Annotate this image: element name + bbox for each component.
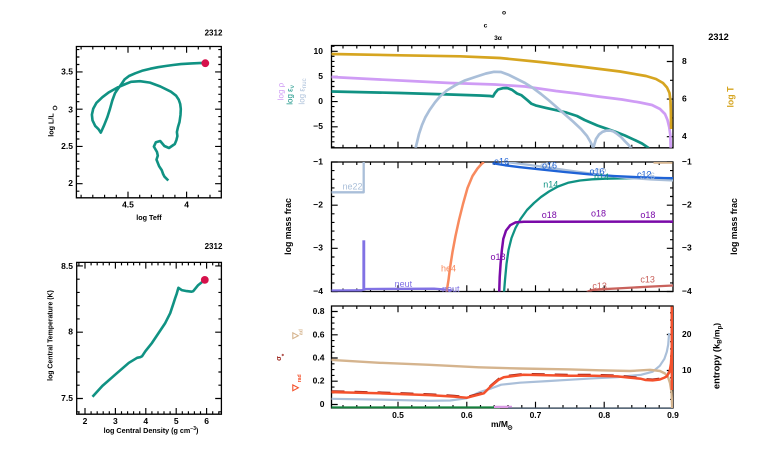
svg-text:0.9: 0.9 [667, 410, 679, 420]
svg-text:0.6: 0.6 [461, 410, 473, 420]
svg-text:σ: σ [276, 356, 283, 361]
svg-text:entropy (kB/mp): entropy (kB/mp) [711, 323, 724, 389]
svg-text:−3: −3 [313, 243, 323, 253]
svg-text:6: 6 [682, 94, 687, 104]
svg-text:log εν: log εν [286, 85, 297, 104]
svg-text:0.4: 0.4 [313, 353, 325, 363]
svg-text:0.2: 0.2 [313, 376, 325, 386]
svg-text:neut: neut [395, 279, 413, 289]
svg-text:log Central Density (g cm−3): log Central Density (g cm−3) [104, 426, 199, 435]
svg-text:he4: he4 [441, 264, 456, 274]
svg-text:−3: −3 [682, 243, 692, 253]
svg-text:−2: −2 [313, 200, 323, 210]
svg-text:7.5: 7.5 [61, 393, 73, 403]
svg-text:3: 3 [68, 104, 73, 114]
svg-text:neut: neut [442, 284, 460, 294]
svg-text:−4: −4 [313, 286, 323, 296]
svg-text:o16: o16 [640, 171, 655, 181]
svg-text:o16: o16 [542, 161, 557, 171]
svg-text:c12: c12 [592, 167, 607, 177]
svg-text:log Teff: log Teff [136, 213, 162, 222]
svg-text:−5: −5 [313, 121, 323, 131]
svg-text:rad: rad [297, 374, 303, 382]
svg-text:*: * [281, 353, 288, 356]
svg-text:log εnuc: log εnuc [298, 78, 309, 104]
svg-text:m/M: m/M [491, 419, 508, 429]
svg-text:3: 3 [113, 416, 118, 426]
svg-text:log ρ: log ρ [277, 82, 286, 100]
svg-text:4: 4 [184, 199, 189, 209]
svg-text:o18: o18 [640, 210, 655, 220]
svg-text:log mass frac: log mass frac [283, 198, 293, 255]
svg-text:0.8: 0.8 [598, 410, 610, 420]
svg-text:3.5: 3.5 [61, 66, 73, 76]
svg-text:4.5: 4.5 [122, 199, 134, 209]
svg-text:o16: o16 [494, 157, 509, 167]
svg-text:n14: n14 [594, 172, 609, 182]
svg-text:0.7: 0.7 [530, 410, 542, 420]
svg-text:o16: o16 [590, 167, 605, 177]
svg-text:o: o [502, 10, 506, 17]
svg-text:ne22: ne22 [343, 182, 363, 192]
svg-text:0.5: 0.5 [392, 410, 404, 420]
svg-text:2312: 2312 [205, 29, 223, 38]
svg-text:c13: c13 [640, 274, 655, 284]
svg-text:6: 6 [204, 416, 209, 426]
svg-text:log L/L: log L/L [47, 113, 56, 137]
svg-text:2312: 2312 [708, 32, 728, 42]
svg-text:c12: c12 [637, 169, 652, 179]
svg-text:2.5: 2.5 [61, 141, 73, 151]
svg-text:2: 2 [68, 178, 73, 188]
svg-text:o18: o18 [591, 209, 606, 219]
svg-text:10: 10 [314, 46, 324, 56]
svg-text:log T: log T [726, 86, 736, 108]
svg-text:8.5: 8.5 [61, 261, 73, 271]
svg-text:4: 4 [143, 416, 148, 426]
svg-text:log mass frac: log mass frac [729, 198, 739, 255]
svg-text:5: 5 [174, 416, 179, 426]
svg-text:2312: 2312 [205, 242, 223, 251]
svg-text:−1: −1 [313, 156, 323, 166]
svg-text:−4: −4 [682, 286, 692, 296]
svg-text:5: 5 [318, 71, 323, 81]
svg-text:10: 10 [682, 365, 692, 375]
svg-text:o18: o18 [542, 210, 557, 220]
svg-text:3α: 3α [494, 35, 503, 42]
svg-text:log Central Temperature (K): log Central Temperature (K) [48, 290, 55, 381]
svg-text:−2: −2 [682, 200, 692, 210]
svg-text:0: 0 [318, 96, 323, 106]
svg-text:c12: c12 [540, 160, 555, 170]
svg-text:20: 20 [682, 329, 692, 339]
svg-text:4: 4 [682, 131, 687, 141]
svg-text:c: c [484, 23, 488, 30]
svg-text:2: 2 [83, 416, 88, 426]
svg-text:8: 8 [68, 327, 73, 337]
svg-text:0.8: 0.8 [313, 306, 325, 316]
svg-text:c13: c13 [592, 281, 607, 291]
svg-text:n14: n14 [543, 179, 558, 189]
svg-text:ad: ad [299, 329, 305, 335]
svg-text:8: 8 [682, 56, 687, 66]
svg-text:0: 0 [320, 399, 325, 409]
svg-text:0.6: 0.6 [313, 329, 325, 339]
svg-text:−1: −1 [682, 156, 692, 166]
svg-text:o18: o18 [491, 252, 506, 262]
